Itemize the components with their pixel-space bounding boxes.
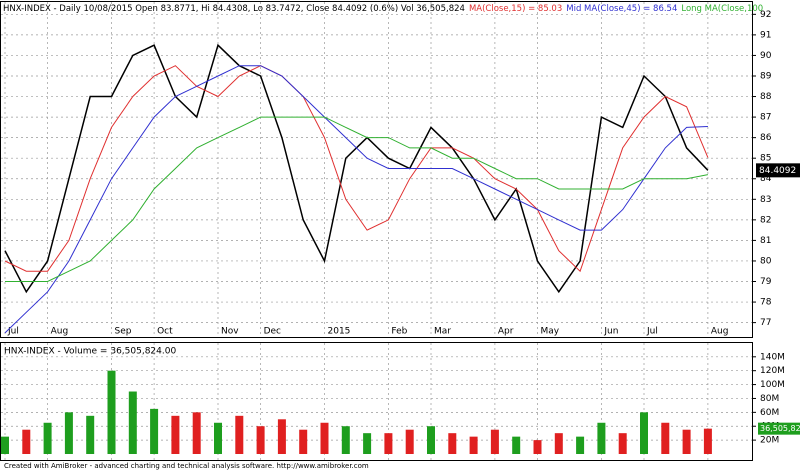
x-tick-label: Feb (391, 327, 407, 337)
volume-bar (554, 433, 563, 454)
volume-bar (703, 428, 712, 454)
legend-entry: MA(Close,15) = 85.03 (469, 4, 562, 14)
legend-entry: Mid MA(Close,45) = 86.54 (566, 4, 677, 14)
volume-bar (128, 391, 137, 454)
x-tick-label: Mar (434, 327, 451, 337)
volume-bar (512, 436, 521, 454)
ma-line (4, 65, 708, 334)
last-close-label: 84.4092 (759, 166, 796, 176)
y-tick-label: 82 (760, 215, 771, 225)
y-tick-label: 77 (760, 318, 771, 328)
y-tick-label: 92 (760, 10, 771, 20)
y-tick-label: 78 (760, 298, 772, 308)
volume-bar (192, 412, 201, 454)
volume-bar (618, 433, 627, 454)
volume-bar (150, 408, 159, 454)
volume-bar (405, 429, 414, 454)
volume-title: HNX-INDEX - Volume = 36,505,824.00 (4, 347, 176, 357)
x-tick-label: Jun (603, 327, 618, 337)
volume-bar (214, 422, 222, 454)
ma-line (5, 116, 708, 282)
volume-bar (86, 415, 95, 454)
x-tick-label: Dec (264, 327, 281, 337)
volume-bar (299, 429, 308, 454)
volume-bar (277, 419, 286, 454)
volume-bar (363, 433, 372, 454)
x-tick-label: Apr (498, 327, 514, 337)
x-tick-label: May (541, 327, 560, 337)
volume-bar (448, 433, 457, 454)
volume-bar (597, 422, 606, 454)
x-tick-label: Oct (157, 327, 173, 337)
y-tick-label: 89 (760, 71, 772, 81)
x-tick-label: Nov (221, 327, 239, 337)
x-tick-label: Aug (711, 327, 729, 337)
ma-line (4, 65, 709, 273)
y-tick-label: 20M (760, 436, 779, 446)
x-tick-label: Jul (646, 327, 658, 337)
volume-bar (490, 429, 499, 454)
volume-bar (469, 436, 478, 454)
y-tick-label: 80M (760, 394, 779, 404)
volume-bar (256, 426, 265, 454)
volume-bar (661, 422, 670, 454)
x-tick-label: Sep (115, 327, 132, 337)
last-value-box (758, 422, 800, 435)
price-frame (0, 1, 753, 338)
volume-bar (533, 440, 542, 454)
footer: Created with AmiBroker - advanced charti… (4, 462, 369, 470)
volume-bar (427, 426, 435, 454)
y-tick-label: 87 (760, 113, 771, 123)
y-tick-label: 83 (760, 195, 771, 205)
y-tick-label: 81 (760, 236, 771, 246)
last-value-label: 36,505,824 (760, 424, 800, 433)
y-tick-label: 79 (760, 277, 772, 287)
volume-bar (22, 429, 31, 454)
volume-bar (107, 370, 116, 454)
y-tick-label: 86 (760, 133, 772, 143)
last-close-box (756, 163, 800, 178)
title-text: HNX-INDEX - Daily 10/08/2015 Open 83.877… (3, 4, 465, 14)
volume-frame (0, 342, 753, 461)
y-tick-label: 84 (760, 174, 772, 184)
y-tick-label: 88 (760, 92, 772, 102)
volume-bar (341, 426, 350, 454)
x-tick-label: Aug (51, 327, 69, 337)
volume-bar (235, 415, 244, 454)
volume-bar (384, 433, 393, 454)
x-tick-label: Jul (7, 327, 19, 337)
y-tick-label: 100M (760, 380, 785, 390)
y-tick-label: 80 (760, 256, 772, 266)
y-tick-label: 120M (760, 366, 785, 376)
x-tick-label: 2015 (328, 327, 351, 337)
y-tick-label: 85 (760, 154, 771, 164)
y-tick-label: 90 (760, 51, 772, 61)
volume-bar (640, 412, 648, 454)
chart-title: HNX-INDEX - Daily 10/08/2015 Open 83.877… (3, 4, 763, 14)
y-tick-label: 91 (760, 30, 771, 40)
volume-bar (682, 429, 691, 454)
y-tick-label: 140M (760, 352, 785, 362)
volume-bar (64, 412, 73, 454)
legend-entry: Long MA(Close,100 (681, 4, 763, 14)
volume-bar (576, 436, 585, 454)
volume-bar (1, 436, 9, 454)
volume-bar (43, 422, 52, 454)
y-tick-label: 60M (760, 408, 779, 418)
volume-bar (171, 415, 180, 454)
volume-bar (320, 422, 329, 454)
